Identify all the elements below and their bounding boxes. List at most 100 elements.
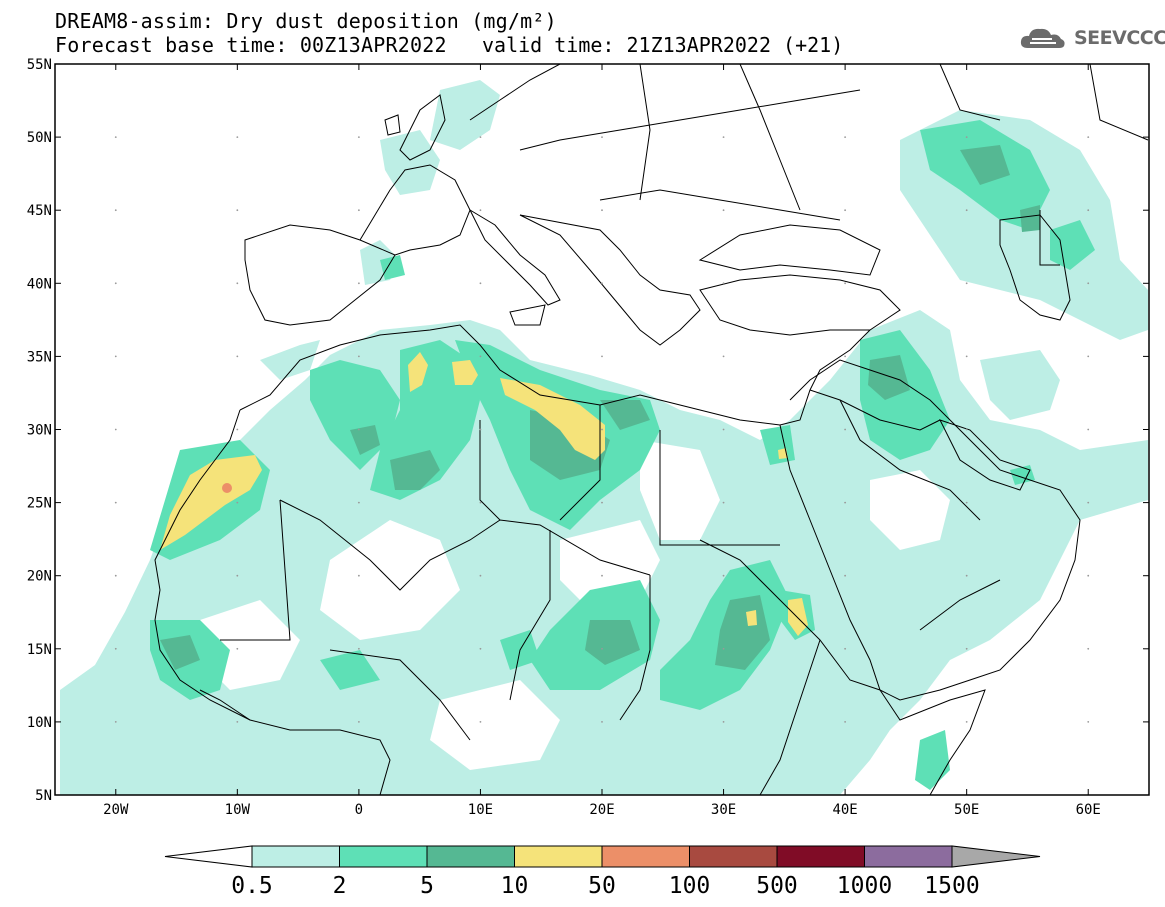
legend-label: 10 bbox=[501, 873, 529, 899]
grid-dot bbox=[114, 721, 117, 723]
legend-swatch bbox=[339, 845, 428, 868]
grid-dot bbox=[236, 574, 239, 577]
legend-swatch bbox=[514, 845, 603, 868]
legend-label: 5 bbox=[420, 873, 434, 899]
legend-swatch bbox=[689, 845, 778, 868]
grid-dot bbox=[965, 209, 968, 212]
grid-dot bbox=[479, 501, 482, 504]
grid-dot bbox=[722, 574, 725, 577]
grid-dot bbox=[722, 501, 725, 504]
grid-dot bbox=[1087, 428, 1090, 431]
lat-label: 10N bbox=[27, 715, 52, 731]
legend-label: 2 bbox=[333, 873, 347, 899]
grid-dot bbox=[357, 501, 360, 504]
seevccc-logo: SEEVCCC bbox=[1018, 24, 1165, 52]
grid-dot bbox=[722, 355, 725, 358]
grid-dot bbox=[1087, 209, 1090, 212]
coastlines bbox=[154, 64, 1149, 795]
grid-dot bbox=[357, 721, 360, 723]
grid-dot bbox=[844, 647, 847, 650]
grid-dot bbox=[236, 136, 239, 139]
grid-dot bbox=[844, 209, 847, 212]
grid-dot bbox=[236, 428, 239, 431]
lat-label: 5N bbox=[35, 788, 52, 804]
grid-dot bbox=[601, 501, 603, 504]
grid-dot bbox=[601, 574, 603, 577]
grid-dot bbox=[965, 282, 968, 285]
grid-dot bbox=[722, 209, 725, 212]
dust-field bbox=[60, 80, 1148, 795]
legend-swatch bbox=[251, 845, 340, 868]
grid-dot bbox=[601, 428, 603, 431]
lat-label: 15N bbox=[27, 642, 52, 658]
grid-dot bbox=[1087, 647, 1090, 650]
grid-dot bbox=[965, 136, 968, 139]
forecast-base-time: Forecast base time: 00Z13APR2022 bbox=[55, 33, 447, 57]
map-title: DREAM8-assim: Dry dust deposition (mg/m²… bbox=[55, 9, 557, 33]
grid-dot bbox=[479, 136, 482, 139]
lon-label: 10W bbox=[225, 802, 251, 818]
grid-dot bbox=[236, 355, 239, 358]
lon-label: 40E bbox=[832, 802, 857, 818]
grid-dot bbox=[601, 647, 603, 650]
lon-label: 50E bbox=[954, 802, 979, 818]
grid-dot bbox=[965, 355, 968, 358]
grid-dot bbox=[965, 647, 968, 650]
grid-dot bbox=[601, 209, 603, 212]
grid-dot bbox=[1087, 574, 1090, 577]
grid-dot bbox=[479, 574, 482, 577]
grid-dot bbox=[1087, 501, 1090, 504]
legend-label: 100 bbox=[669, 873, 711, 899]
lon-label: 20W bbox=[103, 802, 129, 818]
grid-dot bbox=[479, 721, 482, 723]
lon-label: 10E bbox=[468, 802, 493, 818]
legend-swatch bbox=[426, 845, 515, 868]
lon-label: 20E bbox=[589, 802, 614, 818]
grid-dot bbox=[601, 282, 603, 285]
grid-dot bbox=[114, 136, 117, 139]
grid-dot bbox=[844, 721, 847, 723]
cloud-icon bbox=[1020, 28, 1065, 48]
grid-dot bbox=[601, 136, 603, 139]
grid-dot bbox=[236, 647, 239, 650]
grid-dot bbox=[965, 501, 968, 504]
grid-dot bbox=[722, 428, 725, 431]
grid-dot bbox=[114, 501, 117, 504]
dust-level-yellow bbox=[160, 352, 808, 636]
legend-over-arrow bbox=[951, 845, 1041, 868]
grid-dot bbox=[357, 428, 360, 431]
grid-dot bbox=[844, 136, 847, 139]
grid-dot bbox=[1087, 282, 1090, 285]
grid-dot bbox=[844, 355, 847, 358]
legend-label: 1500 bbox=[924, 873, 979, 899]
legend-label: 50 bbox=[588, 873, 616, 899]
grid-dot bbox=[722, 282, 725, 285]
grid-dot bbox=[236, 721, 239, 723]
grid-dot bbox=[1087, 721, 1090, 723]
grid-dot bbox=[601, 721, 603, 723]
grid-dot bbox=[1087, 136, 1090, 139]
grid-dot bbox=[357, 282, 360, 285]
grid-dot bbox=[479, 428, 482, 431]
grid-dot bbox=[114, 428, 117, 431]
grid-dot bbox=[844, 501, 847, 504]
grid-dot bbox=[722, 136, 725, 139]
grid-dots bbox=[114, 136, 1090, 723]
grid-dot bbox=[965, 428, 968, 431]
grid-dot bbox=[114, 209, 117, 212]
lat-label: 35N bbox=[27, 349, 52, 365]
lat-label: 25N bbox=[27, 496, 52, 512]
grid-dot bbox=[844, 574, 847, 577]
latitude-axis: 55N 50N 45N 40N 35N 30N 25N 20N 15N 10N 5N bbox=[27, 57, 1149, 804]
grid-dot bbox=[1087, 355, 1090, 358]
lon-label: 60E bbox=[1076, 802, 1101, 818]
legend-swatch bbox=[601, 845, 690, 868]
grid-dot bbox=[357, 647, 360, 650]
grid-dot bbox=[722, 647, 725, 650]
grid-dot bbox=[357, 574, 360, 577]
legend-swatch bbox=[864, 845, 953, 868]
valid-time: valid time: 21Z13APR2022 (+21) bbox=[482, 33, 844, 57]
lat-label: 30N bbox=[27, 423, 52, 439]
grid-dot bbox=[236, 282, 239, 285]
